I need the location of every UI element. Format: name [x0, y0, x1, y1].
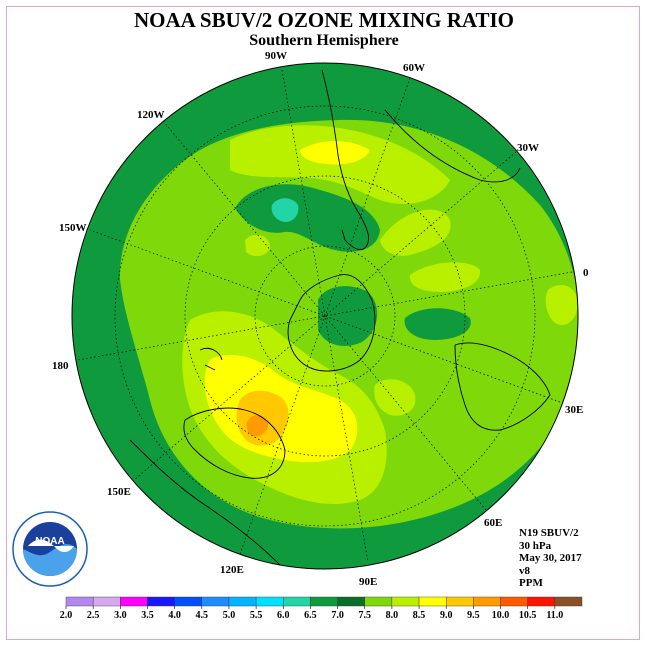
coast-southeast-asia	[129, 439, 281, 566]
patch-west-6-5	[126, 135, 169, 181]
colorbar-tick-label: 6.0	[277, 610, 290, 621]
colorbar-swatch	[554, 596, 583, 607]
colorbar-tick-label: 2.0	[60, 610, 73, 621]
figure-frame	[6, 6, 640, 640]
colorbar-swatch	[92, 596, 121, 607]
colorbar-tick-label: 9.0	[440, 610, 453, 621]
colorbar-swatch	[527, 596, 556, 607]
latitude-ring-inner	[254, 245, 396, 387]
colorbar-swatch	[364, 596, 393, 607]
colorbar-tick-label: 9.5	[467, 610, 480, 621]
info-level: 30 hPa	[519, 539, 552, 552]
colorbar-swatch	[147, 596, 175, 607]
info-date: May 30, 2017	[519, 552, 582, 564]
noaa-logo: NOAA	[12, 511, 88, 587]
info-units: PPM	[519, 577, 543, 589]
lon-label-60w: 60W	[403, 62, 425, 74]
colorbar-swatch	[65, 596, 94, 607]
colorbar-tick-label: 6.5	[304, 610, 317, 621]
lon-label-90w: 90W	[265, 50, 287, 62]
band-8-0-edge	[545, 285, 578, 325]
colorbar-swatch	[201, 596, 230, 607]
coast-africa	[454, 342, 551, 431]
colorbar: 2.0 2.5 3.0 3.5 4.0 4.5 5.0 5.5 6.0 6.5 7.0 7.5 8.0 8…	[60, 596, 583, 621]
colorbar-tick-label: 7.5	[358, 610, 371, 621]
colorbar-swatch	[473, 596, 501, 607]
band-8-0-west	[245, 234, 270, 257]
colorbar-tick-label: 4.0	[168, 610, 181, 621]
lon-label-150w: 150W	[59, 222, 87, 234]
colorbar-tick-label: 10.0	[492, 610, 510, 621]
latitude-ring-middle	[184, 175, 466, 457]
lon-label-30e: 30E	[565, 404, 584, 416]
coast-new-zealand	[199, 347, 223, 371]
meridian-60e-120w	[163, 121, 487, 511]
meridian-90w-90e	[281, 69, 369, 563]
meridian-30e-150w	[89, 229, 561, 403]
colorbar-tick-label: 11.0	[546, 610, 563, 621]
map-boundary	[71, 62, 579, 570]
info-version: v8	[519, 564, 530, 577]
colorbar-tick-label: 8.0	[386, 610, 399, 621]
colorbar-swatch	[283, 596, 311, 607]
colorbar-tick-label: 5.0	[223, 610, 236, 621]
colorbar-swatch	[120, 596, 148, 607]
colorbar-swatch	[228, 596, 257, 607]
colorbar-tick-label: 8.5	[413, 610, 426, 621]
colorbar-swatch	[337, 596, 365, 607]
lon-label-0: 0	[583, 267, 589, 279]
info-satellite: N19 SBUV/2	[519, 527, 579, 539]
colorbar-swatch	[446, 596, 474, 607]
lon-label-30w: 30W	[517, 142, 539, 154]
map-title: NOAA SBUV/2 OZONE MIXING RATIO	[134, 8, 514, 32]
colorbar-swatch	[391, 596, 420, 607]
lon-label-120e: 120E	[220, 564, 244, 576]
lon-label-120w: 120W	[137, 109, 165, 121]
colorbar-swatch	[255, 596, 284, 607]
coast-australia	[183, 407, 286, 479]
logo-text: NOAA	[35, 536, 64, 547]
pole-6-5	[318, 286, 378, 346]
band-8-5-north	[300, 141, 370, 165]
band-8-0-south-east	[374, 379, 416, 416]
lon-label-180: 180	[52, 360, 69, 372]
colorbar-tick-label: 4.5	[196, 610, 209, 621]
lon-label-150e: 150E	[107, 486, 131, 498]
patch-east-6-5	[404, 308, 471, 340]
logo-lower-half	[23, 544, 77, 576]
info-block: N19 SBUV/2 30 hPa May 30, 2017 v8 PPM	[519, 527, 582, 590]
colorbar-tick-label: 7.0	[331, 610, 344, 621]
colorbar-tick-label: 5.5	[250, 610, 263, 621]
band-8-0-east	[380, 209, 451, 256]
low-center-6-0	[271, 198, 299, 222]
band-8-0-southwest	[409, 262, 481, 292]
graticule	[77, 69, 573, 563]
latitude-ring-outer	[114, 105, 536, 527]
lon-label-90e: 90E	[359, 576, 378, 588]
colorbar-swatch	[310, 596, 338, 607]
coast-antarctica	[287, 274, 376, 372]
colorbar-swatch	[418, 596, 447, 607]
coastlines	[129, 69, 551, 566]
colorbar-tick-label: 10.5	[519, 610, 537, 621]
lon-label-60e: 60E	[484, 517, 503, 529]
colorbar-tick-label: 2.5	[87, 610, 100, 621]
colorbar-tick-label: 3.0	[114, 610, 127, 621]
colorbar-swatch	[174, 596, 202, 607]
coast-south-america	[321, 69, 521, 251]
colorbar-swatch	[500, 596, 528, 607]
band-9-5-south	[246, 415, 268, 437]
map-subtitle: Southern Hemisphere	[249, 32, 399, 49]
colorbar-tick-label: 3.5	[141, 610, 154, 621]
logo-bird-wave	[28, 539, 74, 553]
